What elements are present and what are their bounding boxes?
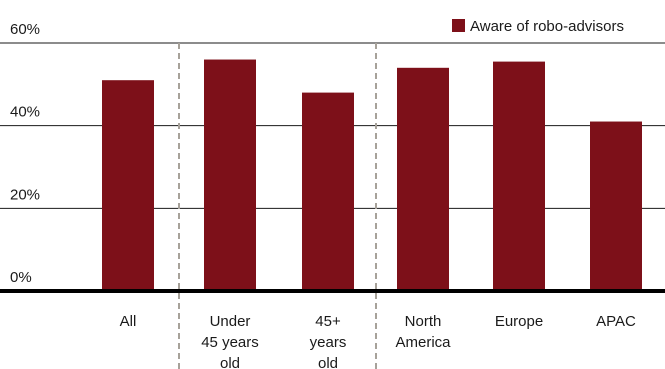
bar [493,61,545,291]
x-category-label: North America [395,313,451,351]
x-category-label: Under 45 years old [201,313,259,369]
x-category-label: Europe [495,313,543,330]
group-separators [178,43,377,369]
legend-label: Aware of robo-advisors [470,18,624,35]
x-category-label: APAC [596,313,636,330]
bar [102,80,154,291]
legend-swatch [452,19,465,32]
bar [590,121,642,292]
y-tick-label: 60% [10,21,40,38]
x-axis-category-labels: All Under 45 years old 45+ years old North Ameri… [120,313,636,369]
x-category-label: All [120,313,137,330]
bar [204,59,256,292]
y-tick-label: 40% [10,104,40,121]
bar [397,67,449,291]
y-axis-tick-labels: 0% 20% 40% 60% [10,21,40,286]
y-tick-label: 0% [10,269,32,286]
bars [102,59,642,292]
y-tick-label: 20% [10,186,40,203]
legend: Aware of robo-advisors [452,18,624,35]
bar [302,92,354,291]
x-category-label: 45+ years old [310,313,347,369]
